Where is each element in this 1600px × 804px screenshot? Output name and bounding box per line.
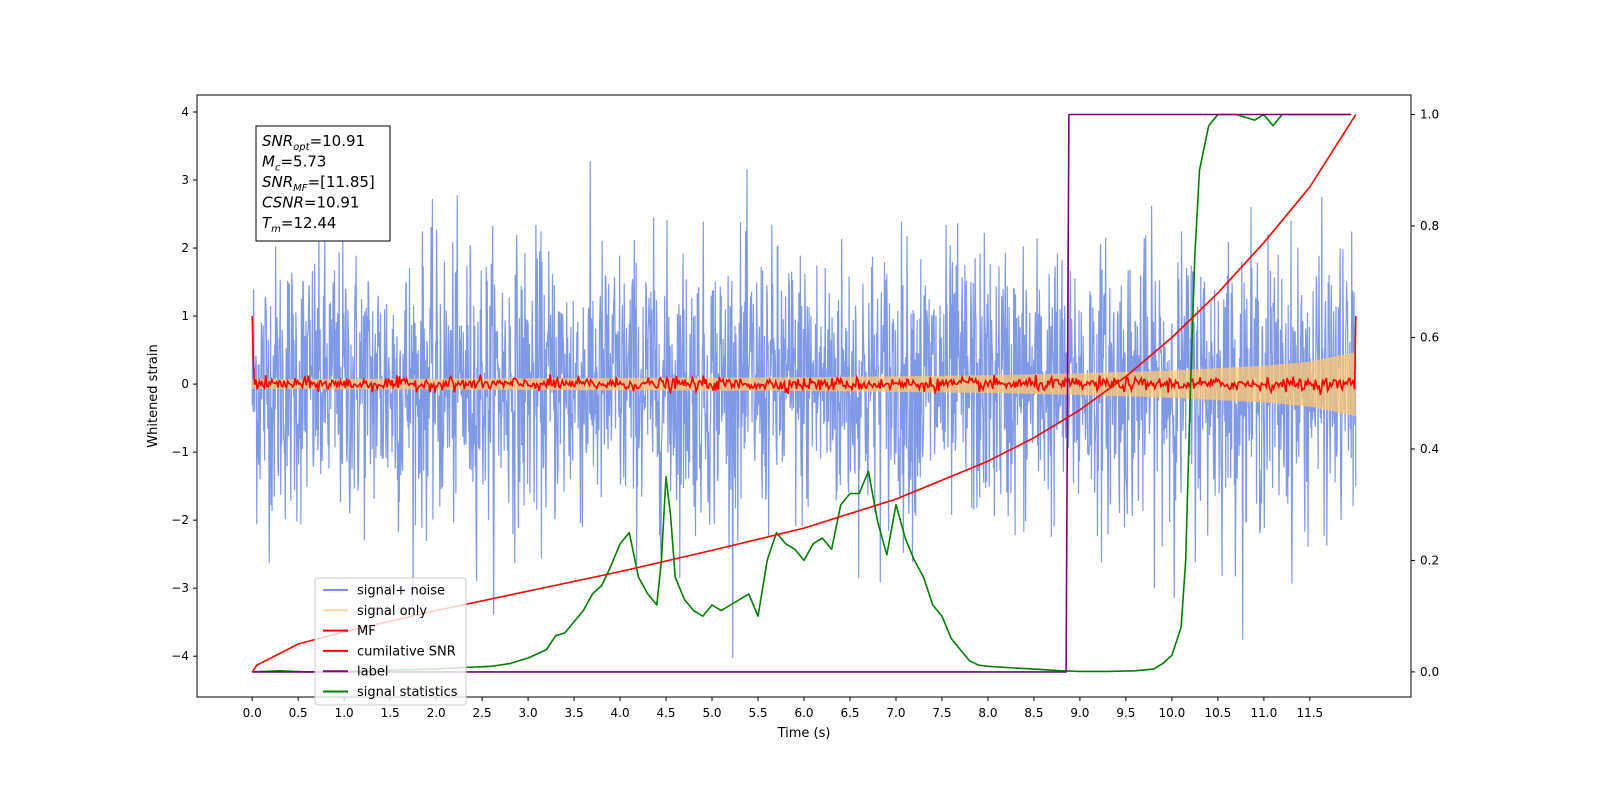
x-tick-label: 7.5 xyxy=(932,706,951,720)
annotation-line: Mc=5.73 xyxy=(262,153,326,174)
y-tick-label: 2 xyxy=(181,241,189,255)
y-right-tick-label: 0.0 xyxy=(1420,665,1439,679)
x-tick-label: 1.5 xyxy=(381,706,400,720)
legend-frame xyxy=(314,577,467,706)
annotation-subscript: opt xyxy=(293,142,310,153)
annotation-line: SNRMF=[11.85] xyxy=(262,173,375,194)
annotation-line: SNRopt=10.91 xyxy=(262,132,365,153)
y-tick-label: 0 xyxy=(181,377,189,391)
annotation-box: SNRopt=10.91Mc=5.73SNRMF=[11.85]CSNR=10.… xyxy=(255,125,391,242)
x-tick-label: 9.5 xyxy=(1116,706,1135,720)
y-tick-label: 1 xyxy=(181,309,189,323)
annotation-line: Tm=12.44 xyxy=(262,214,336,235)
annotation-symbol: SNR xyxy=(262,173,293,191)
y-right-tick-label: 0.6 xyxy=(1420,330,1439,344)
y-tick-label: −1 xyxy=(171,445,189,459)
x-tick-label: 3.5 xyxy=(565,706,584,720)
y-right-tick-label: 1.0 xyxy=(1420,108,1439,122)
x-tick-label: 9.0 xyxy=(1070,706,1089,720)
legend-label: cumilative SNR xyxy=(357,644,456,659)
x-tick-label: 11.5 xyxy=(1296,706,1323,720)
series-signal-statistics xyxy=(252,113,1352,673)
x-tick-label: 0.5 xyxy=(289,706,308,720)
ticks-layer: 0.0 0.5 1.0 1.5 2.0 2.5 3.0 3.5 4.0 4.5 5.0 5.5 6.0 6… xyxy=(171,105,1439,720)
series-label xyxy=(252,113,1352,673)
x-tick-label: 4.5 xyxy=(656,706,675,720)
y-tick-label: −2 xyxy=(171,513,189,527)
annotation-value: =[11.85] xyxy=(308,173,375,191)
annotation-subscript: MF xyxy=(293,183,308,194)
annotation-symbol: M xyxy=(262,153,275,171)
annotation-frame xyxy=(255,125,391,242)
x-tick-label: 2.0 xyxy=(427,706,446,720)
annotation-symbol: T xyxy=(262,214,273,232)
legend-label: signal+ noise xyxy=(357,584,445,599)
x-tick-label: 0.0 xyxy=(243,706,262,720)
y-tick-label: −4 xyxy=(171,649,189,663)
x-tick-label: 1.0 xyxy=(335,706,354,720)
x-axis-label: Time (s) xyxy=(777,726,831,741)
y-tick-label: 3 xyxy=(181,173,189,187)
y-tick-label: 4 xyxy=(181,105,189,119)
x-tick-label: 10.0 xyxy=(1159,706,1186,720)
x-tick-label: 3.0 xyxy=(519,706,538,720)
x-tick-label: 8.5 xyxy=(1024,706,1043,720)
x-tick-label: 4.0 xyxy=(611,706,630,720)
annotation-line: CSNR=10.91 xyxy=(262,194,359,212)
legend-label: label xyxy=(357,665,388,680)
legend-label: signal only xyxy=(357,604,427,619)
x-tick-label: 6.5 xyxy=(840,706,859,720)
x-tick-label: 5.0 xyxy=(702,706,721,720)
x-tick-label: 5.5 xyxy=(748,706,767,720)
annotation-symbol: SNR xyxy=(262,132,293,150)
annotation-subscript: m xyxy=(271,224,281,235)
annotation-value: =12.44 xyxy=(281,214,337,232)
x-tick-label: 10.5 xyxy=(1205,706,1232,720)
annotation-symbol: CSNR xyxy=(262,194,304,212)
y-axis-label: Whitened strain xyxy=(146,344,161,447)
annotation-subscript: c xyxy=(275,163,281,174)
y-tick-label: −3 xyxy=(171,581,189,595)
y-right-tick-label: 0.2 xyxy=(1420,553,1439,567)
y-right-tick-label: 0.4 xyxy=(1420,442,1439,456)
x-tick-label: 8.0 xyxy=(978,706,997,720)
x-tick-label: 2.5 xyxy=(473,706,492,720)
annotation-value: =10.91 xyxy=(304,194,360,212)
y-right-tick-label: 0.8 xyxy=(1420,219,1439,233)
legend: signal+ noise signal only MF cumilative SNR… xyxy=(314,577,467,706)
legend-label: signal statistics xyxy=(357,685,458,700)
annotation-value: =5.73 xyxy=(280,153,326,171)
x-tick-label: 11.0 xyxy=(1250,706,1277,720)
series-mf xyxy=(251,316,1357,396)
x-tick-label: 7.0 xyxy=(886,706,905,720)
annotation-value: =10.91 xyxy=(310,132,366,150)
x-tick-label: 6.0 xyxy=(794,706,813,720)
legend-label: MF xyxy=(357,624,376,639)
